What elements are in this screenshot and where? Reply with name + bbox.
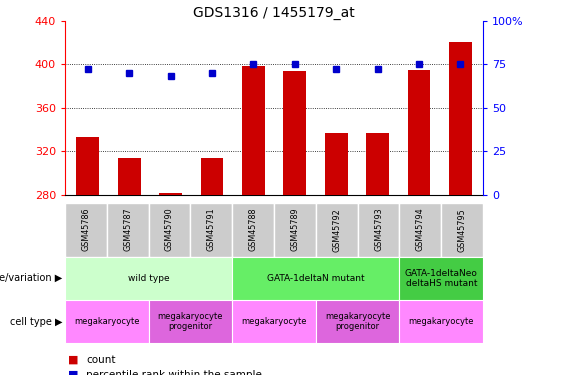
Text: GSM45790: GSM45790 xyxy=(165,208,174,252)
Text: megakaryocyte: megakaryocyte xyxy=(408,317,474,326)
Text: count: count xyxy=(86,355,116,365)
Text: GATA-1deltaNeo
deltaHS mutant: GATA-1deltaNeo deltaHS mutant xyxy=(405,269,477,288)
Text: ■: ■ xyxy=(68,355,79,365)
Text: GATA-1deltaN mutant: GATA-1deltaN mutant xyxy=(267,274,364,283)
Bar xyxy=(358,202,399,257)
Bar xyxy=(283,71,306,195)
Bar xyxy=(65,202,107,257)
Bar xyxy=(232,257,399,300)
Bar xyxy=(316,202,358,257)
Bar xyxy=(399,202,441,257)
Bar xyxy=(441,202,483,257)
Bar xyxy=(201,158,223,195)
Bar xyxy=(149,202,190,257)
Bar xyxy=(159,193,182,195)
Text: GSM45794: GSM45794 xyxy=(416,208,425,252)
Text: genotype/variation ▶: genotype/variation ▶ xyxy=(0,273,62,284)
Text: cell type ▶: cell type ▶ xyxy=(10,316,62,327)
Bar xyxy=(232,202,274,257)
Text: wild type: wild type xyxy=(128,274,170,283)
Text: GSM45788: GSM45788 xyxy=(249,208,258,251)
Bar xyxy=(232,300,316,343)
Text: megakaryocyte
progenitor: megakaryocyte progenitor xyxy=(325,312,390,331)
Bar xyxy=(149,300,232,343)
Text: megakaryocyte: megakaryocyte xyxy=(74,317,140,326)
Bar xyxy=(65,300,149,343)
Text: megakaryocyte: megakaryocyte xyxy=(241,317,307,326)
Bar xyxy=(76,137,99,195)
Bar xyxy=(65,257,232,300)
Text: GSM45791: GSM45791 xyxy=(207,208,216,252)
Text: percentile rank within the sample: percentile rank within the sample xyxy=(86,370,262,375)
Text: ■: ■ xyxy=(68,370,79,375)
Bar xyxy=(366,133,389,195)
Text: GSM45793: GSM45793 xyxy=(374,208,383,252)
Bar xyxy=(107,202,149,257)
Bar xyxy=(190,202,232,257)
Text: GSM45787: GSM45787 xyxy=(123,208,132,252)
Bar xyxy=(399,257,483,300)
Bar xyxy=(399,300,483,343)
Text: GSM45789: GSM45789 xyxy=(290,208,299,252)
Bar xyxy=(449,42,472,195)
Text: GSM45795: GSM45795 xyxy=(458,208,467,252)
Bar xyxy=(325,133,347,195)
Bar xyxy=(316,300,399,343)
Bar xyxy=(407,70,431,195)
Text: megakaryocyte
progenitor: megakaryocyte progenitor xyxy=(158,312,223,331)
Bar xyxy=(242,66,265,195)
Bar xyxy=(274,202,316,257)
Title: GDS1316 / 1455179_at: GDS1316 / 1455179_at xyxy=(193,6,355,20)
Bar xyxy=(118,158,141,195)
Text: GSM45786: GSM45786 xyxy=(81,208,90,251)
Text: GSM45792: GSM45792 xyxy=(332,208,341,252)
